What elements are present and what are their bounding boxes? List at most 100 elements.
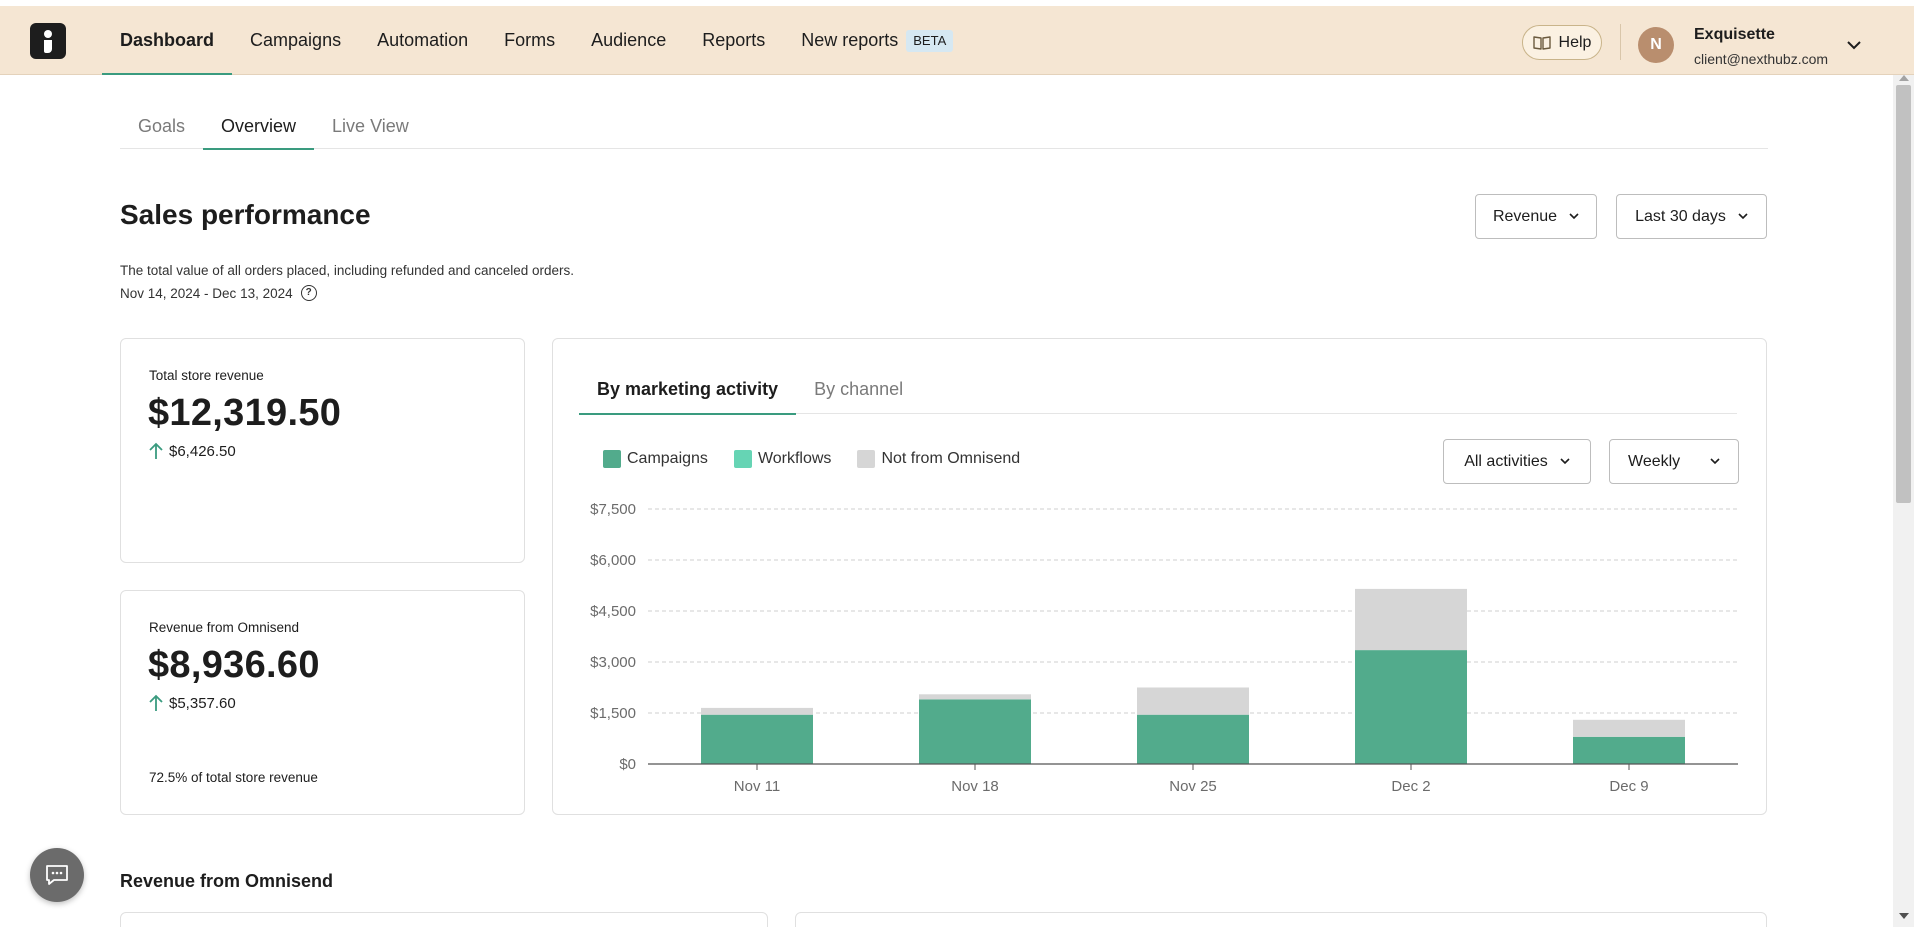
info-icon[interactable]: ? <box>300 285 317 301</box>
stacked-bar-chart: $0 $1,500 $3,000 $4,500 $6,000 $7,500 Nov 11 No… <box>590 501 1738 795</box>
help-button[interactable]: Help <box>1522 25 1602 60</box>
book-icon <box>1532 35 1551 50</box>
bar-segment <box>1573 719 1685 737</box>
bar-segment <box>1137 714 1249 764</box>
page-description: The total value of all orders placed, in… <box>120 263 575 278</box>
bar-segment <box>919 694 1031 700</box>
share-text: of total store revenue <box>187 770 318 785</box>
arrow-up-icon <box>149 442 163 459</box>
bar-segment <box>1137 687 1249 715</box>
avatar[interactable]: N <box>1638 27 1674 63</box>
interval-dropdown-value: Weekly <box>1628 452 1681 470</box>
legend-label: Not from Omnisend <box>881 450 1021 467</box>
total-revenue-label: Total store revenue <box>149 368 264 383</box>
omnisend-revenue-delta: $5,357.60 <box>149 694 236 712</box>
section-title-revenue-from-omnisend: Revenue from Omnisend <box>120 871 334 891</box>
metric-dropdown[interactable]: Revenue <box>1475 194 1597 239</box>
nav-item-audience[interactable]: Audience <box>573 6 684 75</box>
nav-divider <box>1620 24 1621 60</box>
legend-label: Campaigns <box>627 450 708 467</box>
bar-segment <box>1573 736 1685 764</box>
total-revenue-value: $12,319.50 <box>148 392 342 434</box>
nav-item-label: Automation <box>377 30 469 50</box>
y-tick-label: $0 <box>619 756 636 773</box>
omnisend-logo-icon[interactable] <box>30 23 66 59</box>
bar-segment <box>1355 650 1467 764</box>
chevron-down-icon <box>1569 213 1579 220</box>
delta-value: $5,357.60 <box>169 694 236 712</box>
nav-item-reports[interactable]: Reports <box>684 6 783 75</box>
beta-badge: BETA <box>906 30 954 53</box>
arrow-up-icon <box>149 694 163 711</box>
activity-dropdown-value: All activities <box>1464 452 1548 470</box>
scroll-up-arrow-icon[interactable] <box>1899 75 1909 81</box>
page-title: Sales performance <box>120 199 371 230</box>
y-tick-label: $6,000 <box>590 552 636 569</box>
y-tick-label: $1,500 <box>590 705 636 722</box>
nav-item-label: Dashboard <box>120 30 215 50</box>
legend-item-workflows[interactable]: Workflows <box>733 450 832 468</box>
nav-item-label: New reports <box>801 30 899 50</box>
omnisend-revenue-value: $8,936.60 <box>148 644 320 686</box>
chat-bubble-icon <box>46 865 68 885</box>
nav-item-dashboard[interactable]: Dashboard <box>102 6 233 75</box>
top-navigation-bar: Dashboard Campaigns Automation Forms Aud… <box>0 0 1914 75</box>
bar-segment <box>919 699 1031 764</box>
tab-by-marketing-activity[interactable]: By marketing activity <box>579 371 797 415</box>
chevron-down-icon <box>1738 213 1748 220</box>
chevron-down-icon <box>1710 458 1720 465</box>
chat-button[interactable] <box>30 848 84 902</box>
period-dropdown[interactable]: Last 30 days <box>1616 194 1767 239</box>
y-tick-label: $3,000 <box>590 654 636 671</box>
nav-item-new-reports[interactable]: New reports BETA <box>783 6 971 75</box>
dashboard-subtabs: Goals Overview Live View <box>120 106 1768 150</box>
period-dropdown-value: Last 30 days <box>1635 207 1726 225</box>
interval-dropdown[interactable]: Weekly <box>1609 439 1739 484</box>
tab-live-view[interactable]: Live View <box>332 116 409 136</box>
scroll-down-arrow-icon[interactable] <box>1899 913 1909 919</box>
omnisend-revenue-card: Revenue from Omnisend $8,936.60 $5,357.6… <box>120 590 525 815</box>
bar-segment <box>701 714 813 764</box>
scroll-thumb[interactable] <box>1896 85 1911 503</box>
x-tick-label: Nov 18 <box>951 778 999 795</box>
legend-label: Workflows <box>757 450 832 467</box>
x-tick-label: Dec 2 <box>1391 778 1430 795</box>
nav-item-campaigns[interactable]: Campaigns <box>232 6 359 75</box>
bar-segment <box>701 707 813 715</box>
chevron-down-icon[interactable] <box>1846 39 1862 51</box>
user-name[interactable]: Exquisette <box>1694 26 1775 43</box>
user-email: client@nexthubz.com <box>1694 51 1829 67</box>
tab-goals[interactable]: Goals <box>138 116 186 136</box>
y-tick-label: $4,500 <box>590 603 636 620</box>
total-revenue-card: Total store revenue $12,319.50 $6,426.50 <box>120 338 525 563</box>
tab-by-channel[interactable]: By channel <box>814 379 904 399</box>
omnisend-revenue-label: Revenue from Omnisend <box>149 620 300 635</box>
main-nav: Dashboard Campaigns Automation Forms Aud… <box>102 6 971 75</box>
legend-swatch <box>857 450 876 468</box>
nav-item-forms[interactable]: Forms <box>486 6 573 75</box>
chevron-down-icon <box>1560 458 1570 465</box>
x-tick-label: Nov 25 <box>1169 778 1217 795</box>
legend-swatch <box>603 450 621 468</box>
nav-item-label: Forms <box>504 30 556 50</box>
nav-item-label: Reports <box>702 30 766 50</box>
date-range-text: Nov 14, 2024 - Dec 13, 2024 <box>120 285 293 301</box>
sales-chart-card: By marketing activity By channel Campaig… <box>552 338 1767 815</box>
date-range: Nov 14, 2024 - Dec 13, 2024 ? <box>120 285 317 301</box>
tab-overview[interactable]: Overview <box>203 106 315 150</box>
legend-item-campaigns[interactable]: Campaigns <box>603 450 708 468</box>
legend-swatch <box>733 450 752 468</box>
chart-tabs: By marketing activity By channel <box>579 371 1737 415</box>
activity-dropdown[interactable]: All activities <box>1443 439 1591 484</box>
bar-segment <box>1355 588 1467 651</box>
omnisend-revenue-chart-card <box>795 912 1767 927</box>
metric-dropdown-value: Revenue <box>1492 207 1558 225</box>
page-scrollbar[interactable] <box>1893 75 1914 927</box>
nav-item-label: Audience <box>591 30 667 50</box>
nav-item-automation[interactable]: Automation <box>359 6 486 75</box>
legend-item-not-from-omnisend[interactable]: Not from Omnisend <box>857 450 1020 468</box>
chart-legend: Campaigns Workflows Not from Omnisend <box>603 450 1020 468</box>
y-tick-label: $7,500 <box>590 501 636 518</box>
share-percent: 72.5% <box>149 770 188 785</box>
x-tick-label: Nov 11 <box>734 778 780 795</box>
